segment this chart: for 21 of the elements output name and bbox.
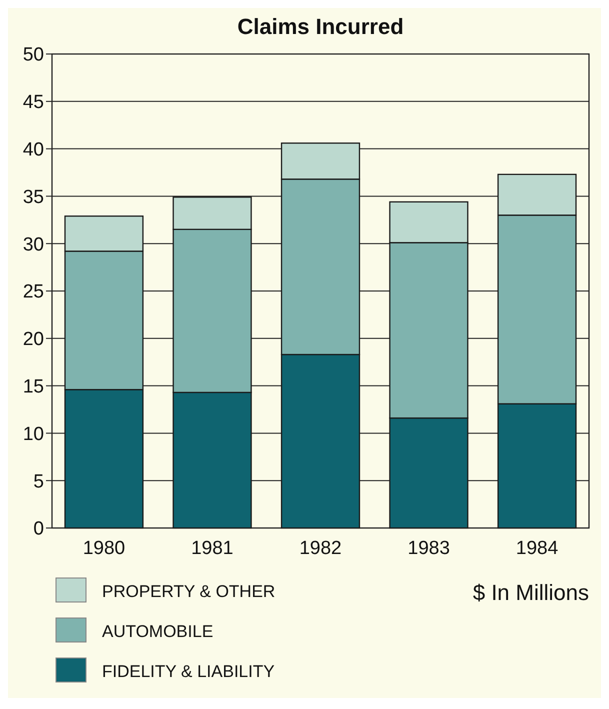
y-tick-label: 50	[22, 44, 44, 66]
y-tick-label: 20	[22, 329, 44, 350]
y-tick-label: 30	[22, 234, 44, 256]
x-tick-label: 1983	[408, 538, 450, 559]
y-tick-label: 25	[22, 282, 44, 303]
y-tick-label: 40	[22, 139, 44, 160]
y-tick-label: 5	[33, 471, 44, 492]
legend-label: FIDELITY & LIABILITY	[102, 662, 275, 681]
y-tick-label: 35	[22, 186, 44, 208]
x-tick-label: 1980	[82, 538, 126, 559]
text: $ In Millions	[472, 580, 589, 605]
chart-title: Claims Incurred	[237, 14, 404, 39]
x-tick-label: 1984	[516, 538, 559, 559]
x-tick-label: 1981	[191, 538, 234, 559]
y-tick-label: 15	[22, 376, 44, 398]
legend-label: AUTOMOBILE	[102, 622, 214, 641]
y-tick-label: 0	[33, 518, 44, 540]
legend-label: PROPERTY & OTHER	[102, 582, 276, 601]
y-tick-label: 45	[22, 92, 44, 114]
x-tick-label: 1982	[299, 538, 342, 559]
y-tick-label: 10	[22, 424, 44, 445]
